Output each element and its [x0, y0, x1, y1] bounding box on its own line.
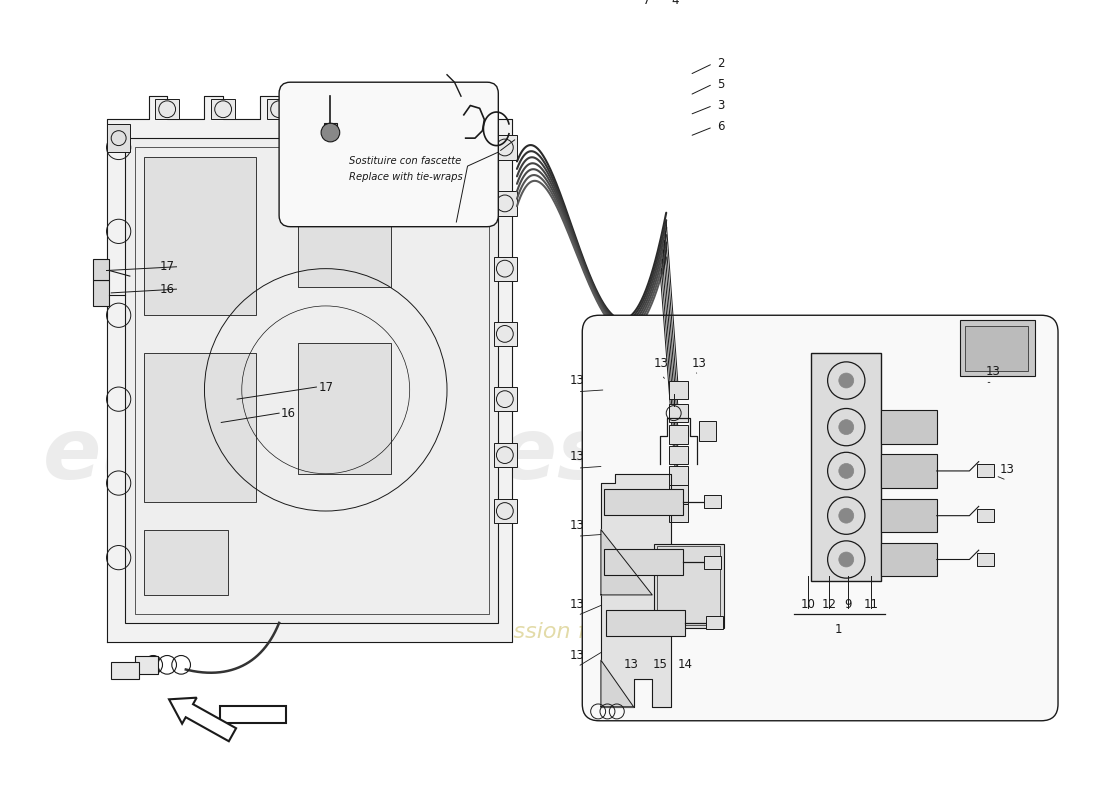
Text: 16: 16	[160, 282, 175, 296]
Bar	[669, 446, 688, 465]
Bar	[669, 503, 688, 522]
Bar	[881, 542, 937, 576]
Text: 13: 13	[570, 598, 585, 610]
Text: 7: 7	[642, 0, 650, 6]
Bar	[144, 157, 256, 315]
Bar	[378, 99, 404, 119]
Bar	[144, 353, 256, 502]
Bar	[134, 655, 157, 674]
Text: 13: 13	[692, 358, 706, 370]
Bar	[704, 556, 722, 569]
Circle shape	[839, 463, 854, 478]
Polygon shape	[107, 96, 513, 642]
Bar	[604, 489, 683, 514]
Bar	[298, 343, 390, 474]
Text: 13: 13	[654, 358, 669, 370]
Bar	[144, 530, 228, 595]
Bar	[92, 259, 109, 280]
Polygon shape	[601, 474, 671, 706]
Bar	[323, 123, 337, 130]
Bar	[494, 135, 517, 159]
FancyArrow shape	[169, 698, 236, 742]
Bar	[155, 99, 179, 119]
Bar	[977, 509, 993, 522]
Text: 16: 16	[280, 406, 296, 420]
FancyBboxPatch shape	[582, 315, 1058, 721]
Bar	[881, 454, 937, 488]
Bar	[494, 499, 517, 523]
Bar	[92, 280, 109, 306]
Circle shape	[839, 508, 854, 523]
Circle shape	[321, 123, 340, 142]
Text: 14: 14	[678, 658, 692, 671]
Bar	[977, 465, 993, 478]
Text: 13: 13	[570, 450, 585, 463]
Bar	[606, 610, 685, 636]
Bar	[604, 550, 683, 575]
Bar	[267, 99, 292, 119]
Bar	[811, 353, 881, 581]
Polygon shape	[601, 530, 652, 595]
Bar	[323, 99, 348, 119]
Text: 1: 1	[835, 623, 843, 636]
Circle shape	[839, 552, 854, 567]
Bar	[704, 495, 722, 508]
Bar	[494, 387, 517, 411]
Text: 17: 17	[160, 260, 175, 274]
Text: Replace with tie-wraps: Replace with tie-wraps	[349, 172, 463, 182]
Bar	[111, 662, 140, 679]
Text: 12: 12	[822, 598, 837, 610]
Bar	[298, 175, 390, 287]
Bar	[669, 485, 688, 503]
Text: eurocartres: eurocartres	[43, 414, 609, 497]
Bar	[881, 410, 937, 444]
Circle shape	[839, 420, 854, 434]
Bar	[494, 257, 517, 281]
Text: 17: 17	[318, 381, 333, 394]
Bar	[494, 443, 517, 467]
Bar	[698, 421, 716, 441]
Bar	[494, 191, 517, 215]
Bar	[669, 404, 688, 422]
Circle shape	[839, 373, 854, 388]
Bar	[881, 499, 937, 533]
Text: 4: 4	[671, 0, 679, 6]
Text: 15: 15	[652, 658, 667, 671]
Text: 13: 13	[570, 649, 585, 662]
Bar	[706, 616, 723, 630]
Bar	[960, 320, 1035, 376]
Bar	[494, 322, 517, 346]
Bar	[657, 546, 720, 625]
Text: 11: 11	[864, 598, 879, 610]
Text: Sostituire con fascette: Sostituire con fascette	[349, 157, 461, 166]
Bar	[211, 99, 235, 119]
Bar	[977, 553, 993, 566]
Text: 8: 8	[617, 0, 624, 3]
Bar	[654, 544, 724, 627]
Bar	[669, 381, 688, 399]
Polygon shape	[601, 660, 634, 706]
Bar	[965, 326, 1028, 371]
Text: 13: 13	[986, 365, 1000, 378]
Text: 13: 13	[999, 462, 1014, 475]
Bar	[669, 466, 688, 485]
Bar	[669, 426, 688, 444]
Bar	[125, 138, 498, 623]
Bar	[134, 147, 490, 614]
Bar	[107, 124, 130, 152]
Text: a passion for parts since 1985: a passion for parts since 1985	[465, 622, 802, 642]
Text: 3: 3	[717, 99, 725, 112]
Text: 10: 10	[801, 598, 815, 610]
Text: 13: 13	[624, 658, 638, 671]
Text: 5: 5	[717, 78, 725, 90]
Text: 13: 13	[570, 374, 585, 387]
Text: 13: 13	[570, 518, 585, 531]
Text: 6: 6	[717, 121, 725, 134]
Bar	[220, 706, 286, 722]
Text: 2: 2	[717, 57, 725, 70]
FancyBboxPatch shape	[279, 82, 498, 226]
Text: 9: 9	[845, 598, 851, 610]
